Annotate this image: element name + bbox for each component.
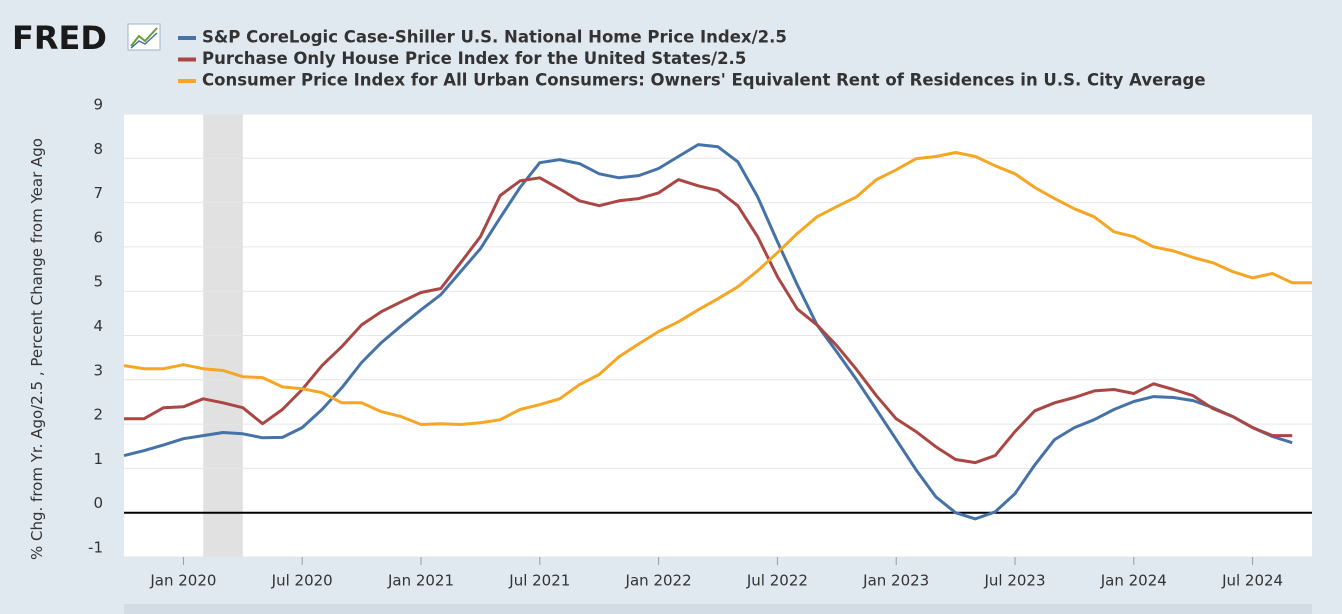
x-tick-label: Jan 2020 [149, 572, 216, 590]
legend-label: S&P CoreLogic Case-Shiller U.S. National… [202, 28, 787, 47]
x-tick-label: Jul 2023 [983, 572, 1045, 590]
x-tick-label: Jan 2023 [862, 572, 929, 590]
series-line [124, 176, 1293, 465]
y-tick-label: 8 [93, 140, 103, 158]
x-tick-label: Jan 2021 [387, 572, 454, 590]
x-tick-label: Jul 2021 [508, 572, 570, 590]
x-tick-label: Jul 2020 [271, 572, 333, 590]
series-line [123, 151, 1312, 426]
y-tick-label: 0 [93, 494, 103, 512]
y-tick-label: 4 [93, 317, 103, 335]
series-line [123, 143, 1293, 521]
x-tick-label: Jan 2022 [625, 572, 692, 590]
navigator [124, 604, 1312, 614]
y-tick-label: 6 [93, 228, 103, 246]
x-tick-label: Jan 2024 [1100, 572, 1167, 590]
legend-label: Consumer Price Index for All Urban Consu… [202, 71, 1206, 90]
x-tick-label: Jul 2022 [746, 572, 808, 590]
logo: FRED [12, 19, 107, 57]
y-tick-label: 5 [93, 273, 103, 291]
y-tick-label: 1 [93, 450, 103, 468]
logo-icon [127, 23, 161, 51]
y-axis-label: % Chg. from Yr. Ago/2.5 , Percent Change… [28, 138, 46, 560]
legend-label: Purchase Only House Price Index for the … [202, 49, 746, 68]
y-tick-label: 7 [93, 184, 103, 202]
y-tick-label: -1 [88, 539, 103, 557]
y-tick-label: 9 [93, 96, 103, 114]
y-tick-label: 2 [93, 406, 103, 424]
y-tick-label: 3 [93, 361, 103, 379]
x-tick-label: Jul 2024 [1221, 572, 1283, 590]
